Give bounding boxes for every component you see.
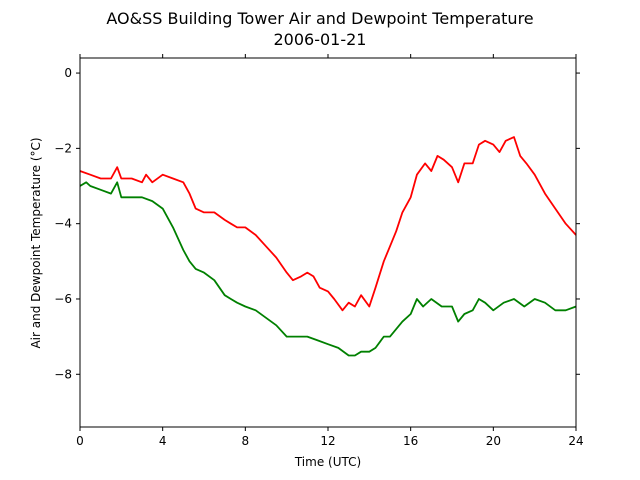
y-axis-label: Air and Dewpoint Temperature (°C): [29, 137, 43, 348]
y-axis-ticks: 0 −2 −4 −6 −8: [54, 66, 580, 381]
chart-title: AO&SS Building Tower Air and Dewpoint Te…: [106, 9, 533, 28]
y-tick-label: −8: [54, 367, 72, 381]
y-tick-label: −4: [54, 217, 72, 231]
x-tick-label: 0: [76, 434, 84, 448]
series-layer: [79, 136, 577, 357]
x-tick-label: 12: [320, 434, 335, 448]
x-axis-label: Time (UTC): [294, 455, 361, 469]
y-tick-label: −2: [54, 141, 72, 155]
x-tick-label: 16: [403, 434, 418, 448]
chart-subtitle: 2006-01-21: [274, 30, 367, 49]
x-tick-label: 8: [242, 434, 250, 448]
series-line-0: [79, 136, 577, 312]
plot-frame: [79, 57, 577, 428]
series-line-1: [79, 181, 577, 357]
x-tick-label: 4: [159, 434, 167, 448]
x-tick-label: 24: [568, 434, 583, 448]
x-tick-label: 20: [486, 434, 501, 448]
y-tick-label: 0: [64, 66, 72, 80]
x-axis-ticks: 0 4 8 12 16 20 24: [76, 54, 584, 448]
y-tick-label: −6: [54, 292, 72, 306]
